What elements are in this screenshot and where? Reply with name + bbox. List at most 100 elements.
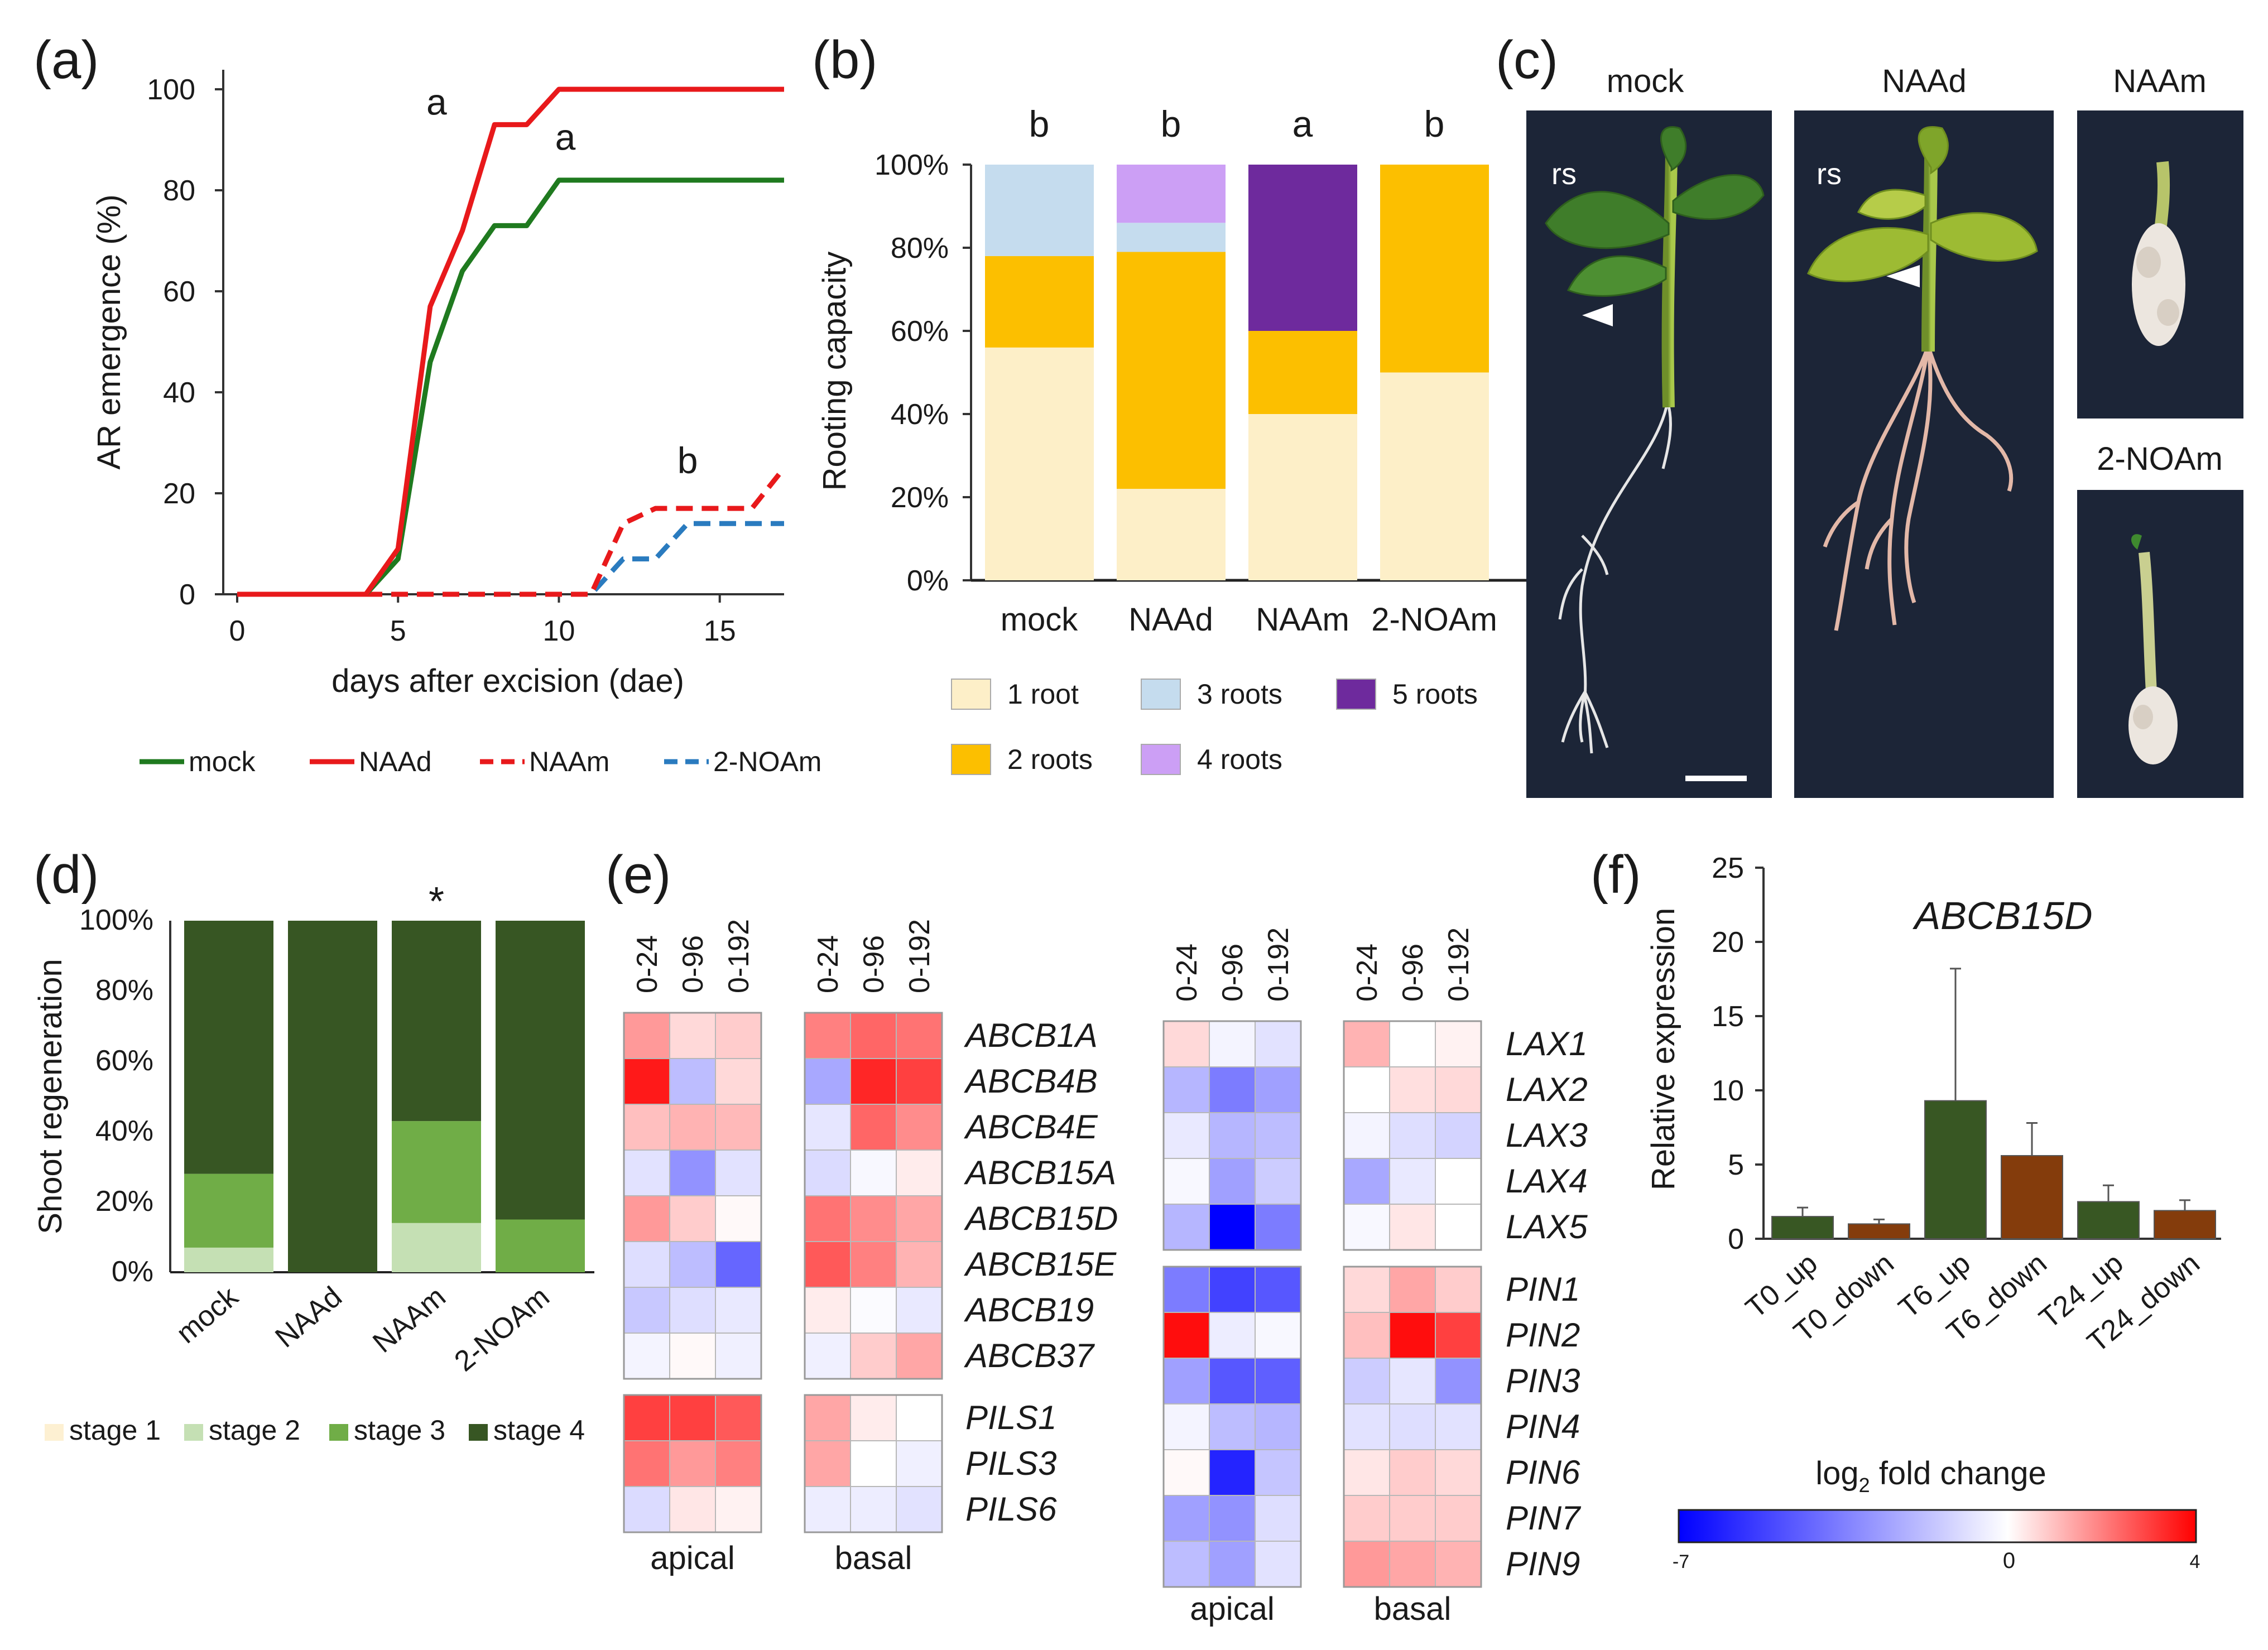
mock-roots (1558, 401, 1672, 754)
legend-label-stage-4: stage 4 (493, 1415, 585, 1446)
heatmap-cell (1255, 1449, 1301, 1496)
colorbar-gradient (1678, 1509, 2197, 1543)
panel-d-bar-naam-stage-3 (392, 1121, 481, 1223)
heatmap-cell (804, 1058, 851, 1105)
heatmap-cell (669, 1241, 716, 1288)
colorbar-title-log: log (1815, 1455, 1858, 1492)
heatmap-cell (669, 1104, 716, 1151)
panel-d-y-ticks: 0% 20% 40% 60% 80% 100% (79, 904, 153, 1288)
heatmap-cell (850, 1332, 897, 1379)
gene-label-lax1: LAX1 (1506, 1025, 1588, 1062)
gene-label-pin1: PIN1 (1506, 1271, 1580, 1308)
panel-d-bar-2-noam-stage-3 (496, 1219, 585, 1272)
heatmap-cell (1343, 1312, 1390, 1359)
time-label: 0-192 (1262, 927, 1295, 1002)
time-label: 0-96 (677, 935, 709, 993)
heatmap-cell (1163, 1021, 1210, 1067)
panel-b-x-ticks: mock NAAd NAAm 2-NOAm (1001, 602, 1497, 638)
colorbar-title: log2 fold change (1815, 1455, 2046, 1497)
heatmap-cell (804, 1241, 851, 1288)
mock-leaves (1545, 126, 1765, 297)
gene-label-lax2: LAX2 (1506, 1071, 1588, 1108)
heatmap-cell (623, 1104, 670, 1151)
series-line-mock (237, 177, 784, 597)
heatmap-cell (1209, 1495, 1256, 1542)
bar-t6_down (2001, 1155, 2063, 1240)
y-tick-label: 20% (95, 1185, 153, 1218)
heatmap-cell (896, 1149, 943, 1196)
legend-label-1-root: 1 root (1007, 679, 1079, 710)
panel-c-label: (c) (1496, 30, 1558, 90)
panel-d-stacked-bar-chart: (d) 0% 20% 40% 60% 80% 100% mock NAAd NAAm2-NOA… (32, 845, 594, 1446)
x-tick-label-naad: NAAd (1128, 602, 1213, 638)
heatmap-cell (896, 1287, 943, 1334)
gene-label-abcb4e: ABCB4E (964, 1108, 1098, 1146)
panel-a-line-chart: (a) 0 20 40 60 80 100 0 5 10 15 a a b AR emergence… (33, 30, 821, 777)
y-tick-label: 100 (147, 74, 195, 106)
panel-a-annotations: a a b (426, 81, 698, 481)
heatmap-cell (1435, 1403, 1482, 1450)
heatmap-cell (896, 1195, 943, 1242)
heatmap-cell (896, 1486, 943, 1533)
colorbar-title-rest: fold change (1870, 1455, 2046, 1492)
heatmap-cell (1389, 1158, 1436, 1205)
tissue-label-apical: apical (1190, 1591, 1275, 1627)
panel-f-bars (1771, 968, 2216, 1240)
gene-label-abcb4b: ABCB4B (964, 1062, 1098, 1100)
heatmap-cell (1343, 1021, 1390, 1067)
naam-callus (2132, 223, 2185, 346)
significance-letter: b (1161, 103, 1181, 145)
panel-f-y-label: Relative expression (1645, 908, 1681, 1190)
heatmap-cell (623, 1241, 670, 1288)
bar-t24_down (2154, 1210, 2216, 1239)
legend-swatch-5-roots (1336, 679, 1376, 710)
gene-label-pils1: PILS1 (965, 1399, 1056, 1436)
gene-label-abcb1a: ABCB1A (964, 1017, 1098, 1054)
heatmap-cell (715, 1241, 762, 1288)
gene-label-pils3: PILS3 (965, 1445, 1056, 1482)
panel-d-bar-2-noam-stage-4 (496, 921, 585, 1220)
time-label: 0-192 (723, 919, 755, 993)
heatmap-cell (1343, 1358, 1390, 1404)
colorbar-min-label: -7 (1673, 1551, 1689, 1572)
heatmap-cell (1255, 1312, 1301, 1359)
y-tick-label: 15 (1712, 1000, 1744, 1033)
gene-label-pin3: PIN3 (1506, 1362, 1580, 1399)
panel-b-bar-naam-2-roots (1248, 331, 1357, 414)
heatmap-cell (804, 1440, 851, 1487)
panel-e-heatmaps: (e) ABCB1AABCB4BABCB4EABCB15AABCB15DABCB… (606, 845, 1588, 1627)
legend-label-4-roots: 4 roots (1197, 744, 1282, 775)
colorbar-mid-label: 0 (2003, 1548, 2015, 1573)
heatmap-cell (1163, 1403, 1210, 1450)
panel-b-bar-naad-4-roots (1117, 165, 1226, 223)
y-tick-label: 0 (179, 579, 195, 611)
series-line-2-noam (237, 521, 784, 597)
y-tick-label: 80% (891, 232, 949, 264)
heatmap-cell (1343, 1403, 1390, 1450)
heatmap-cell (896, 1012, 943, 1059)
heatmap-cell (1435, 1112, 1482, 1159)
heatmap-cell (1209, 1358, 1256, 1404)
heatmap-cell (804, 1195, 851, 1242)
heatmap-cell (715, 1058, 762, 1105)
panel-e-time-labels: 0-24 0-96 0-192 0-24 0-96 0-192 0-24 0-96 0-192 0… (631, 919, 1475, 1002)
x-tick-label-naam: NAAm (1256, 602, 1349, 638)
colorbar: log2 fold change -7 0 4 (1673, 1455, 2200, 1573)
series-line-naad (237, 86, 784, 597)
panel-a-x-ticks: 0 5 10 15 (229, 594, 736, 647)
heatmap-cell (1255, 1158, 1301, 1205)
significance-letter: a (426, 81, 447, 122)
heatmap-cell (804, 1104, 851, 1151)
panel-d-label: (d) (33, 845, 99, 905)
heatmap-block-border (623, 1394, 762, 1533)
panel-b-y-label: Rooting capacity (816, 252, 853, 491)
heatmap-cell (1343, 1066, 1390, 1113)
gene-label-lax4: LAX4 (1506, 1162, 1588, 1200)
x-tick-label: 5 (390, 615, 406, 647)
gene-label-lax5: LAX5 (1506, 1208, 1588, 1245)
heatmap-cell (1389, 1403, 1436, 1450)
panel-a-y-label: AR emergence (%) (91, 194, 127, 469)
mock-stem (1661, 145, 1678, 408)
y-tick-label: 5 (1728, 1149, 1744, 1181)
panel-f-title: ABCB15D (1912, 894, 2092, 937)
